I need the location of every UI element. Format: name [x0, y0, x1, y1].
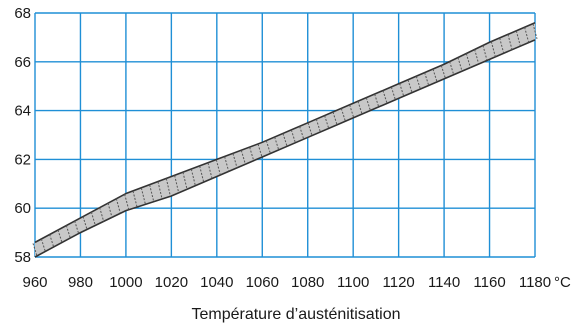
band-hatch [374, 94, 380, 107]
band-hatch [99, 207, 105, 222]
band-hatch [365, 97, 371, 111]
x-tick-label: 1120 [383, 274, 415, 291]
x-tick-label: 1160 [473, 274, 505, 291]
band-hatch [240, 150, 246, 165]
band-hatch [40, 238, 46, 252]
x-tick-label: 1100 [337, 274, 369, 291]
band-hatch [532, 23, 538, 39]
band-hatch [232, 153, 238, 168]
x-tick-label: 980 [68, 274, 93, 291]
band-hatch [407, 79, 413, 93]
band-hatch [524, 27, 530, 43]
band-hatch [307, 122, 313, 136]
y-tick-label: 66 [14, 54, 31, 71]
band-hatch [315, 119, 321, 133]
band-hatch [499, 37, 505, 54]
band-hatch [107, 202, 113, 218]
band-hatch [74, 220, 80, 234]
y-tick-labels: 58 60 62 64 66 68 [14, 5, 31, 266]
x-tick-label: 960 [22, 274, 47, 291]
y-tick-label: 64 [14, 103, 31, 120]
band-hatch [82, 216, 88, 230]
band-hatch [124, 194, 130, 210]
band-hatch [390, 86, 396, 100]
band-hatch [474, 49, 480, 65]
band-hatch [149, 184, 155, 202]
band-hatch [249, 147, 255, 161]
band-hatch [190, 169, 196, 186]
band-hatch [440, 65, 446, 79]
y-tick-label: 60 [14, 200, 31, 217]
band-hatch [224, 156, 230, 172]
band-hatch [265, 140, 271, 154]
band-hatch [299, 126, 305, 140]
band-hatch [90, 211, 96, 226]
band-hatch [357, 101, 363, 115]
band-hatch [215, 159, 221, 175]
x-tick-label: 1000 [109, 274, 142, 291]
band-hatch [507, 34, 513, 50]
band-hatch [324, 115, 330, 129]
band-hatch [49, 234, 55, 248]
x-tick-label: 1060 [246, 274, 279, 291]
band-hatch [340, 108, 346, 122]
band-hatch [165, 178, 171, 197]
band-hatch [415, 76, 421, 90]
x-tick-label: 1040 [200, 274, 233, 291]
band-hatch [199, 165, 205, 183]
band-hatch [157, 181, 163, 199]
y-tick-label: 58 [14, 249, 31, 266]
band-hatch [399, 83, 405, 97]
band-hatch [449, 61, 455, 75]
band-hatch [274, 136, 280, 150]
band-hatch [65, 225, 71, 239]
x-tick-labels: 960 980 1000 1020 1040 1060 1080 1100 1120 1140 11… [22, 274, 571, 291]
band-upper-edge [34, 22, 536, 244]
band-hatch [290, 129, 296, 143]
band-hatch [465, 53, 471, 68]
band-hatch [207, 162, 213, 179]
band-hatch [32, 243, 38, 257]
band-hatch [132, 191, 138, 207]
band-lower-edge [34, 39, 536, 258]
band-hatch [424, 72, 430, 86]
y-tick-label: 62 [14, 151, 31, 168]
band-hatch [282, 133, 288, 147]
band-hatch [140, 187, 146, 205]
band-hatch [382, 90, 388, 104]
x-tick-label: 1140 [428, 274, 460, 291]
data-band [32, 22, 538, 258]
y-tick-label: 68 [14, 5, 31, 22]
x-tick-label: 1080 [291, 274, 324, 291]
band-hatch [115, 198, 121, 214]
band-hatch [174, 175, 180, 193]
band-hatch [57, 229, 63, 243]
x-unit-label: °C [554, 274, 571, 291]
band-hatch [257, 144, 263, 158]
x-axis-label: Température d’austénitisation [191, 306, 400, 323]
band-hatch [515, 30, 521, 47]
band-hatch [482, 45, 488, 61]
band-hatch [349, 104, 355, 118]
band-hatch [432, 68, 438, 82]
x-tick-label: 1180 [519, 274, 551, 291]
band-hatch [457, 57, 463, 72]
band-hatch [332, 111, 338, 125]
band-hatch [490, 41, 496, 57]
x-tick-label: 1020 [155, 274, 188, 291]
band-fill [35, 22, 535, 257]
band-hatch [182, 172, 188, 190]
